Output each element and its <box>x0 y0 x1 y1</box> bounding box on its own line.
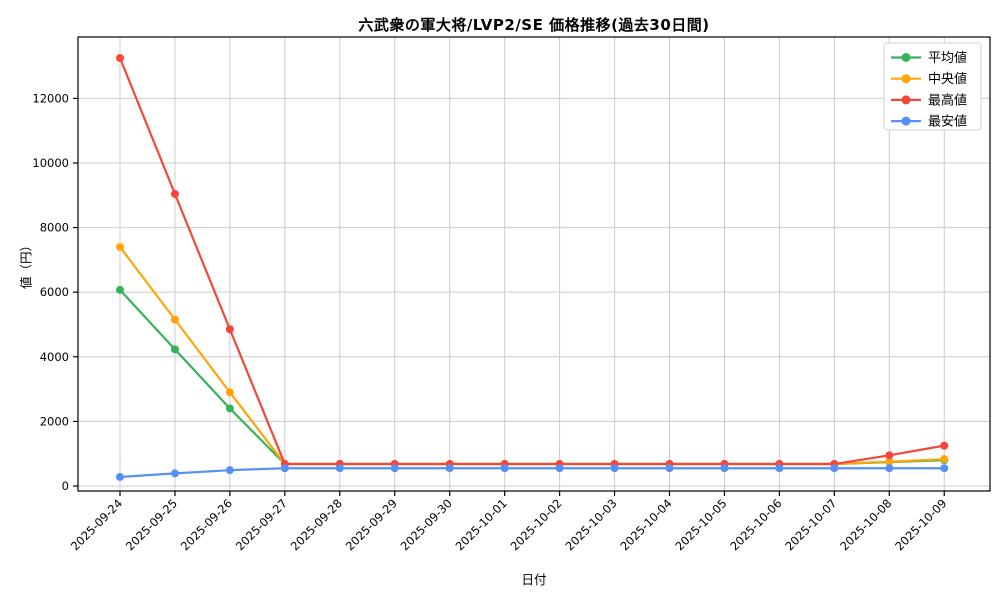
x-tick-label: 2025-09-27 <box>233 496 290 553</box>
axes-frame <box>77 36 991 492</box>
data-point-min <box>500 464 509 473</box>
data-point-average <box>225 404 234 413</box>
y-tick-label: 12000 <box>32 91 69 105</box>
x-axis-label: 日付 <box>521 572 547 587</box>
x-tick-label: 2025-10-08 <box>837 496 894 553</box>
x-tick-label: 2025-10-05 <box>672 496 729 553</box>
x-tick-label: 2025-10-01 <box>453 496 510 553</box>
series-line-median <box>119 246 945 466</box>
data-point-max <box>940 441 949 450</box>
legend-marker-average <box>901 53 911 62</box>
data-point-median <box>940 455 949 464</box>
data-point-min <box>610 464 619 473</box>
legend-marker-max <box>901 95 911 105</box>
legend-marker-median <box>901 74 911 84</box>
series-line-max <box>118 57 945 466</box>
x-tick-label: 2025-09-24 <box>68 496 125 553</box>
data-point-min <box>665 464 674 473</box>
data-point-min <box>170 469 179 478</box>
data-point-min <box>940 464 949 473</box>
data-point-min <box>116 472 124 481</box>
data-point-min <box>885 464 894 473</box>
legend-label-min: 最安値 <box>928 114 967 130</box>
y-tick-label: 10000 <box>32 156 69 170</box>
y-tick-label: 0 <box>62 479 69 493</box>
x-tick-label: 2025-09-29 <box>343 496 400 553</box>
x-tick-label: 2025-09-25 <box>123 496 180 553</box>
y-tick-label: 8000 <box>40 221 69 235</box>
legend-label-median: 中央値 <box>928 71 967 87</box>
data-point-median <box>116 242 124 251</box>
x-tick-label: 2025-09-28 <box>288 496 345 553</box>
y-tick-label: 4000 <box>40 350 69 364</box>
data-point-average <box>116 285 124 294</box>
legend-label-max: 最高値 <box>928 92 967 108</box>
data-point-min <box>830 464 839 473</box>
series-line-min <box>119 467 945 479</box>
x-tick-label: 2025-10-03 <box>563 496 620 553</box>
data-point-min <box>555 464 564 473</box>
x-tick-label: 2025-09-26 <box>178 496 235 553</box>
data-point-min <box>335 464 344 473</box>
data-point-max <box>885 451 894 460</box>
data-point-max <box>170 189 179 198</box>
data-point-min <box>390 464 399 473</box>
chart-title: 六武衆の軍大将/LVP2/SE 価格推移(過去30日間) <box>358 16 710 34</box>
y-tick-label: 2000 <box>40 414 69 428</box>
x-tick-label: 2025-10-07 <box>782 496 839 553</box>
data-point-max <box>225 325 234 334</box>
y-tick-label: 6000 <box>40 285 69 299</box>
x-tick-label: 2025-10-02 <box>508 496 565 553</box>
data-point-median <box>170 315 179 324</box>
legend-marker-min <box>901 116 911 126</box>
x-tick-label: 2025-10-04 <box>617 496 674 553</box>
data-point-min <box>280 464 289 473</box>
legend-box <box>883 42 982 131</box>
data-point-median <box>225 388 234 397</box>
data-point-min <box>445 464 454 473</box>
x-tick-label: 2025-09-30 <box>398 496 455 553</box>
legend-label-average: 平均値 <box>928 50 967 66</box>
series-line-average <box>119 289 945 466</box>
data-point-min <box>225 466 234 475</box>
data-point-median <box>885 457 894 466</box>
x-tick-label: 2025-10-06 <box>727 496 784 553</box>
data-point-min <box>775 464 784 473</box>
data-point-average <box>170 345 179 354</box>
data-point-min <box>720 464 729 473</box>
data-point-max <box>116 53 124 62</box>
x-tick-label: 2025-10-09 <box>892 496 949 553</box>
